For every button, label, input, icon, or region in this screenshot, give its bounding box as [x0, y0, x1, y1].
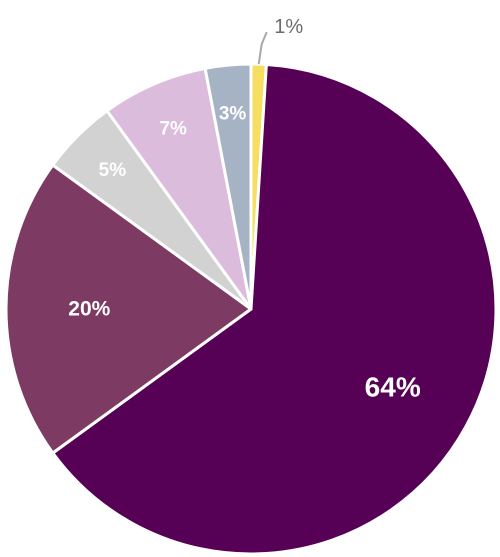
pie-labels: 1% 64% 20% 5% 7% 3%	[68, 16, 421, 402]
pie-slice-1	[51, 62, 498, 556]
slice-label-3: 5%	[99, 160, 127, 181]
slice-label-0: 1%	[274, 16, 303, 38]
slice-label-2: 20%	[68, 298, 110, 321]
pie-slice-5	[203, 62, 253, 311]
slice-leader-line-0	[257, 31, 268, 65]
slice-label-5: 3%	[219, 103, 247, 124]
pie-slices	[4, 62, 498, 556]
pie-slice-2	[4, 163, 253, 455]
slice-label-1: 64%	[365, 371, 421, 402]
slice-label-4: 7%	[159, 119, 187, 140]
pie-slice-4	[105, 66, 253, 311]
